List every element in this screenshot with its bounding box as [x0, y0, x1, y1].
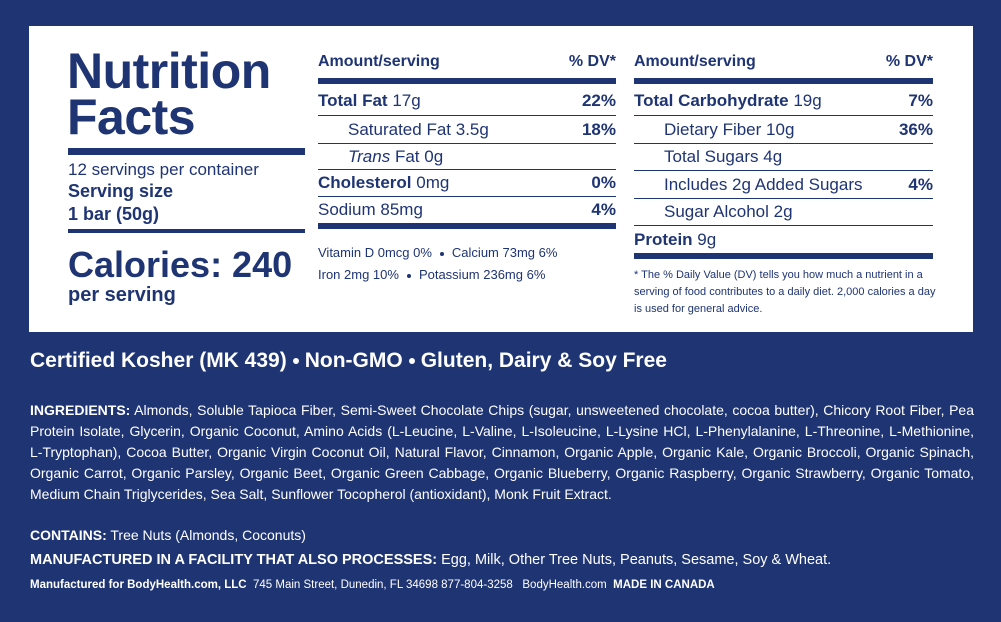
dv: 36%: [898, 119, 933, 139]
rule: [634, 78, 933, 84]
nutrient-row: Total Carbohydrate 19g 7%: [634, 86, 933, 116]
claims: Certified Kosher (MK 439) Non-GMO Gluten, …: [30, 349, 667, 373]
nutrient-name: Includes 2g Added Sugars: [664, 174, 863, 194]
micro: Calcium 73mg 6%: [451, 245, 558, 260]
amount: 3.5g: [455, 119, 489, 139]
contains: CONTAINS: Tree Nuts (Almonds, Coconuts): [30, 527, 306, 543]
nutrient-row: Sugar Alcohol 2g: [634, 199, 933, 226]
nutrient-name-italic: Trans: [348, 146, 391, 166]
manufacturer: Manufactured for BodyHealth.com, LLC: [30, 579, 247, 591]
website: BodyHealth.com: [522, 579, 607, 591]
header-dv: % DV*: [885, 53, 933, 70]
nutrient-name: Saturated Fat: [348, 119, 452, 139]
claim: Gluten, Dairy & Soy Free: [420, 349, 667, 372]
micro: Iron 2mg 10%: [318, 267, 399, 282]
header-amount: Amount/serving: [318, 53, 440, 70]
ingredients: INGREDIENTS: Almonds, Soluble Tapioca Fi…: [30, 400, 974, 505]
nutrient-row: Cholesterol 0mg 0%: [318, 170, 616, 197]
micros-line: Vitamin D 0mcg 0% Calcium 73mg 6%: [318, 245, 557, 260]
nutrient-name: Sugar Alcohol: [664, 202, 769, 221]
footer: Manufactured for BodyHealth.com, LLC 745…: [30, 579, 715, 591]
amount: 2g: [773, 202, 793, 221]
separator: [406, 273, 411, 278]
contains-label: CONTAINS:: [30, 527, 107, 543]
title-line: Facts: [67, 89, 196, 145]
nutrient-row: Sodium 85mg 4%: [318, 197, 616, 223]
nutrient-row: Dietary Fiber 10g 36%: [634, 116, 933, 144]
contains-text: Tree Nuts (Almonds, Coconuts): [110, 527, 306, 543]
amount: 19g: [793, 90, 822, 110]
dv: 4%: [591, 200, 616, 219]
micro: Potassium 236mg 6%: [418, 267, 546, 282]
facility: MANUFACTURED IN A FACILITY THAT ALSO PRO…: [30, 552, 831, 568]
amount: 17g: [392, 90, 421, 110]
nutrient-name: Protein: [634, 229, 693, 249]
header-dv: % DV*: [568, 53, 616, 70]
header-amount: Amount/serving: [634, 53, 756, 70]
nutrient-name: Total Sugars: [664, 147, 759, 166]
separator: [292, 358, 299, 365]
address: 745 Main Street, Dunedin, FL 34698 877-8…: [253, 579, 513, 591]
column-header: Amount/serving % DV*: [318, 50, 616, 74]
title: Nutrition Facts: [67, 43, 271, 145]
facility-label: MANUFACTURED IN A FACILITY THAT ALSO PRO…: [30, 552, 438, 568]
per-serving: per serving: [68, 284, 176, 306]
origin: MADE IN CANADA: [613, 579, 715, 591]
footnote: * The % Daily Value (DV) tells you how m…: [634, 269, 936, 315]
nutrient-name: Sodium: [318, 200, 376, 219]
nutrient-row: Trans Fat 0g: [318, 144, 616, 170]
rule: [68, 229, 305, 233]
rule: [318, 78, 616, 84]
ingredients-label: INGREDIENTS:: [30, 402, 131, 418]
dv: 4%: [908, 174, 933, 194]
serving-size: 1 bar (50g): [68, 204, 160, 224]
rule: [68, 148, 305, 155]
micro: Vitamin D 0mcg 0%: [318, 245, 432, 260]
dv: 0%: [591, 173, 616, 192]
nutrition-panel: Nutrition Facts 12 servings per container…: [29, 26, 973, 332]
nutrient-name: Total Fat: [318, 90, 388, 110]
amount: 0mg: [416, 173, 450, 192]
rule: [634, 253, 933, 259]
nutrient-row: Total Fat 17g 22%: [318, 86, 616, 116]
amount: 85mg: [380, 200, 423, 219]
nutrient-name: Fat: [394, 146, 420, 166]
micros-line: Iron 2mg 10% Potassium 236mg 6%: [318, 267, 545, 282]
serving-size-label: Serving size: [68, 181, 174, 201]
calories: Calories: 240: [68, 244, 293, 285]
facility-text: Egg, Milk, Other Tree Nuts, Peanuts, Ses…: [441, 552, 832, 568]
nutrient-row: Saturated Fat 3.5g 18%: [318, 116, 616, 144]
amount: 0g: [424, 146, 444, 166]
nutrient-name: Cholesterol: [318, 173, 412, 192]
dv: 7%: [908, 90, 933, 110]
dv: 22%: [581, 90, 616, 110]
nutrient-row: Protein 9g: [634, 226, 933, 253]
nutrient-row: Total Sugars 4g: [634, 144, 933, 171]
nutrient-name: Dietary Fiber: [664, 119, 762, 139]
servings: 12 servings per container: [68, 160, 259, 179]
separator: [408, 358, 415, 365]
claim: Non-GMO: [304, 349, 403, 372]
amount: 10g: [766, 119, 795, 139]
rule: [318, 223, 616, 229]
nutrient-name: Total Carbohydrate: [634, 90, 789, 110]
amount: 4g: [763, 147, 783, 166]
amount: 9g: [697, 229, 717, 249]
separator: [439, 251, 444, 256]
title-line: Nutrition: [67, 43, 271, 99]
nutrient-row: Includes 2g Added Sugars 4%: [634, 171, 933, 199]
claim: Certified Kosher (MK 439): [30, 349, 287, 372]
column-header: Amount/serving % DV*: [634, 50, 933, 74]
ingredients-text: Almonds, Soluble Tapioca Fiber, Semi-Swe…: [30, 402, 974, 502]
dv: 18%: [581, 119, 616, 139]
